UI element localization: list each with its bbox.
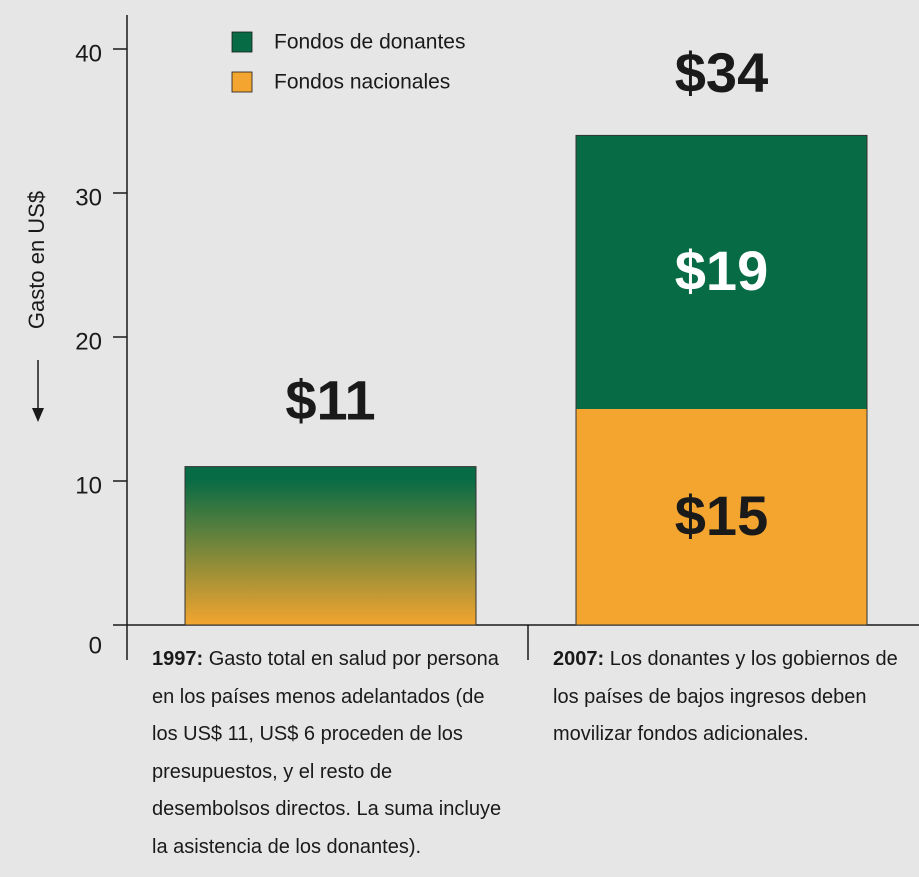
legend-swatch [231, 31, 253, 53]
bar-total [184, 466, 477, 626]
y-axis-title: Gasto en US$ [24, 191, 49, 422]
category-label: 1997: [152, 648, 204, 670]
description: Gasto total en salud por persona en los … [152, 648, 502, 858]
arrow-head [32, 408, 44, 422]
legend-label: Fondos nacionales [274, 71, 450, 94]
total-label: $11 [285, 368, 375, 431]
value-label: $19 [675, 239, 768, 302]
description-1997: 1997: Gasto total en salud por persona e… [152, 641, 512, 866]
bar-segment [576, 409, 867, 625]
legend-swatch [231, 71, 253, 93]
bar-total [575, 134, 868, 626]
bar-segment [576, 135, 867, 409]
y-tick-label: 0 [89, 632, 102, 659]
legend-label: Fondos de donantes [274, 31, 465, 54]
category-label: 2007: [553, 648, 605, 670]
description-2007: 2007: Los donantes y los gobiernos de lo… [553, 641, 917, 754]
y-axis-label: Gasto en US$ [24, 191, 49, 329]
y-tick-label: 30 [75, 184, 102, 211]
y-tick-label: 10 [75, 472, 102, 499]
y-tick-label: 20 [75, 328, 102, 355]
value-label: $15 [675, 484, 768, 547]
y-tick-label: 40 [75, 40, 102, 67]
description: Los donantes y los gobiernos de los país… [553, 648, 898, 745]
total-label: $34 [675, 41, 768, 104]
